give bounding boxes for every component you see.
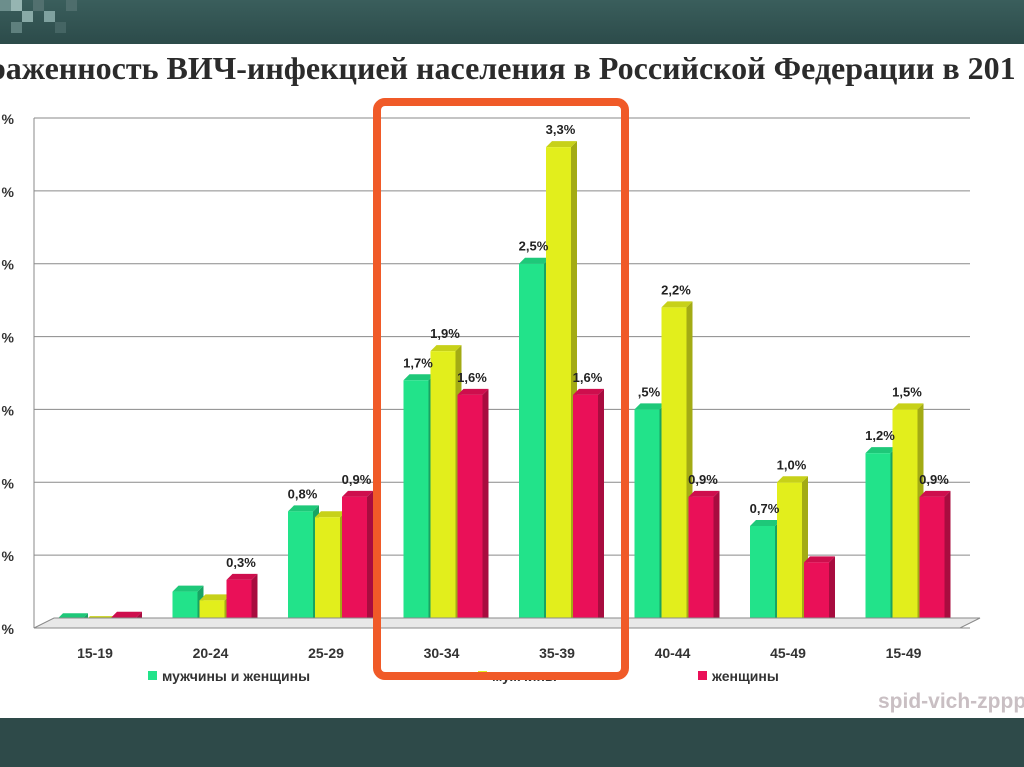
x-tick-label: 20-24 <box>193 645 229 661</box>
y-tick-label: % <box>2 621 15 637</box>
y-tick-label: % <box>2 257 15 273</box>
data-label: 3,3% <box>546 122 576 137</box>
x-tick-label: 45-49 <box>770 645 806 661</box>
y-tick-label: % <box>2 475 15 491</box>
data-labels: 0,3% 0,8% 0,9% 1,7% 1,9% 1,6% 2,5% 3,3% 1,6% ,5% 2… <box>226 122 949 570</box>
bar <box>315 511 346 628</box>
data-label: 0,3% <box>226 555 256 570</box>
axes: %%%%%%%% 15-19 20-24 25-29 30-34 35-39 40-44 45… <box>2 111 981 661</box>
bar <box>750 520 781 628</box>
x-tick-label: 15-19 <box>77 645 113 661</box>
slide-bottom-bar <box>0 718 1024 767</box>
legend-label: женщины <box>711 668 779 684</box>
slide-top-bar <box>0 0 1024 44</box>
bar <box>457 388 489 628</box>
bar <box>919 490 951 628</box>
bar <box>342 490 373 628</box>
bar <box>573 388 604 628</box>
data-label: 2,5% <box>519 239 549 254</box>
x-tick-label: 25-29 <box>308 645 344 661</box>
y-tick-label: % <box>2 402 15 418</box>
x-axis-floor <box>33 617 981 629</box>
chart: 0,3% 0,8% 0,9% 1,7% 1,9% 1,6% 2,5% 3,3% 1,6% ,5% 2… <box>2 98 981 684</box>
y-tick-label: % <box>2 184 15 200</box>
x-tick-label: 15-49 <box>886 645 922 661</box>
data-label: 2,2% <box>661 282 691 297</box>
data-label: 0,7% <box>750 501 780 516</box>
legend-swatch <box>148 671 157 680</box>
bar <box>865 447 897 628</box>
x-tick-label: 40-44 <box>655 645 691 661</box>
y-tick-label: % <box>2 111 15 127</box>
slide-title: ораженность ВИЧ-инфекцией населения в Ро… <box>0 50 1016 86</box>
data-label: 1,7% <box>403 355 433 370</box>
decorative-tiles <box>0 0 84 44</box>
data-label: 0,9% <box>919 472 949 487</box>
highlight-frame <box>373 98 629 680</box>
bar <box>519 257 550 628</box>
bar <box>804 556 835 628</box>
data-label: 1,6% <box>457 370 487 385</box>
bar <box>777 476 808 628</box>
y-tick-label: % <box>2 548 15 564</box>
data-label: 1,5% <box>892 384 922 399</box>
x-tick-label: 35-39 <box>539 645 575 661</box>
bar <box>661 301 693 628</box>
bar <box>688 490 720 628</box>
grid-lines <box>34 117 970 629</box>
data-label: 0,9% <box>342 472 372 487</box>
x-tick-label: 30-34 <box>424 645 460 661</box>
bar <box>403 374 435 628</box>
watermark-text: spid-vich-zppp <box>878 690 1024 713</box>
data-label: 0,9% <box>688 472 718 487</box>
data-label: 0,8% <box>288 486 318 501</box>
y-tick-label: % <box>2 330 15 346</box>
legend-swatch <box>698 671 707 680</box>
bar <box>288 505 319 628</box>
data-label: 1,0% <box>777 457 807 472</box>
data-label: ,5% <box>638 384 661 399</box>
bars <box>57 141 951 628</box>
bar <box>430 345 462 628</box>
bar <box>634 403 666 628</box>
data-label: 1,9% <box>430 326 460 341</box>
data-label: 1,2% <box>865 428 895 443</box>
bar <box>892 403 924 628</box>
data-label: 1,6% <box>573 370 603 385</box>
legend-label: мужчины и женщины <box>162 668 310 684</box>
